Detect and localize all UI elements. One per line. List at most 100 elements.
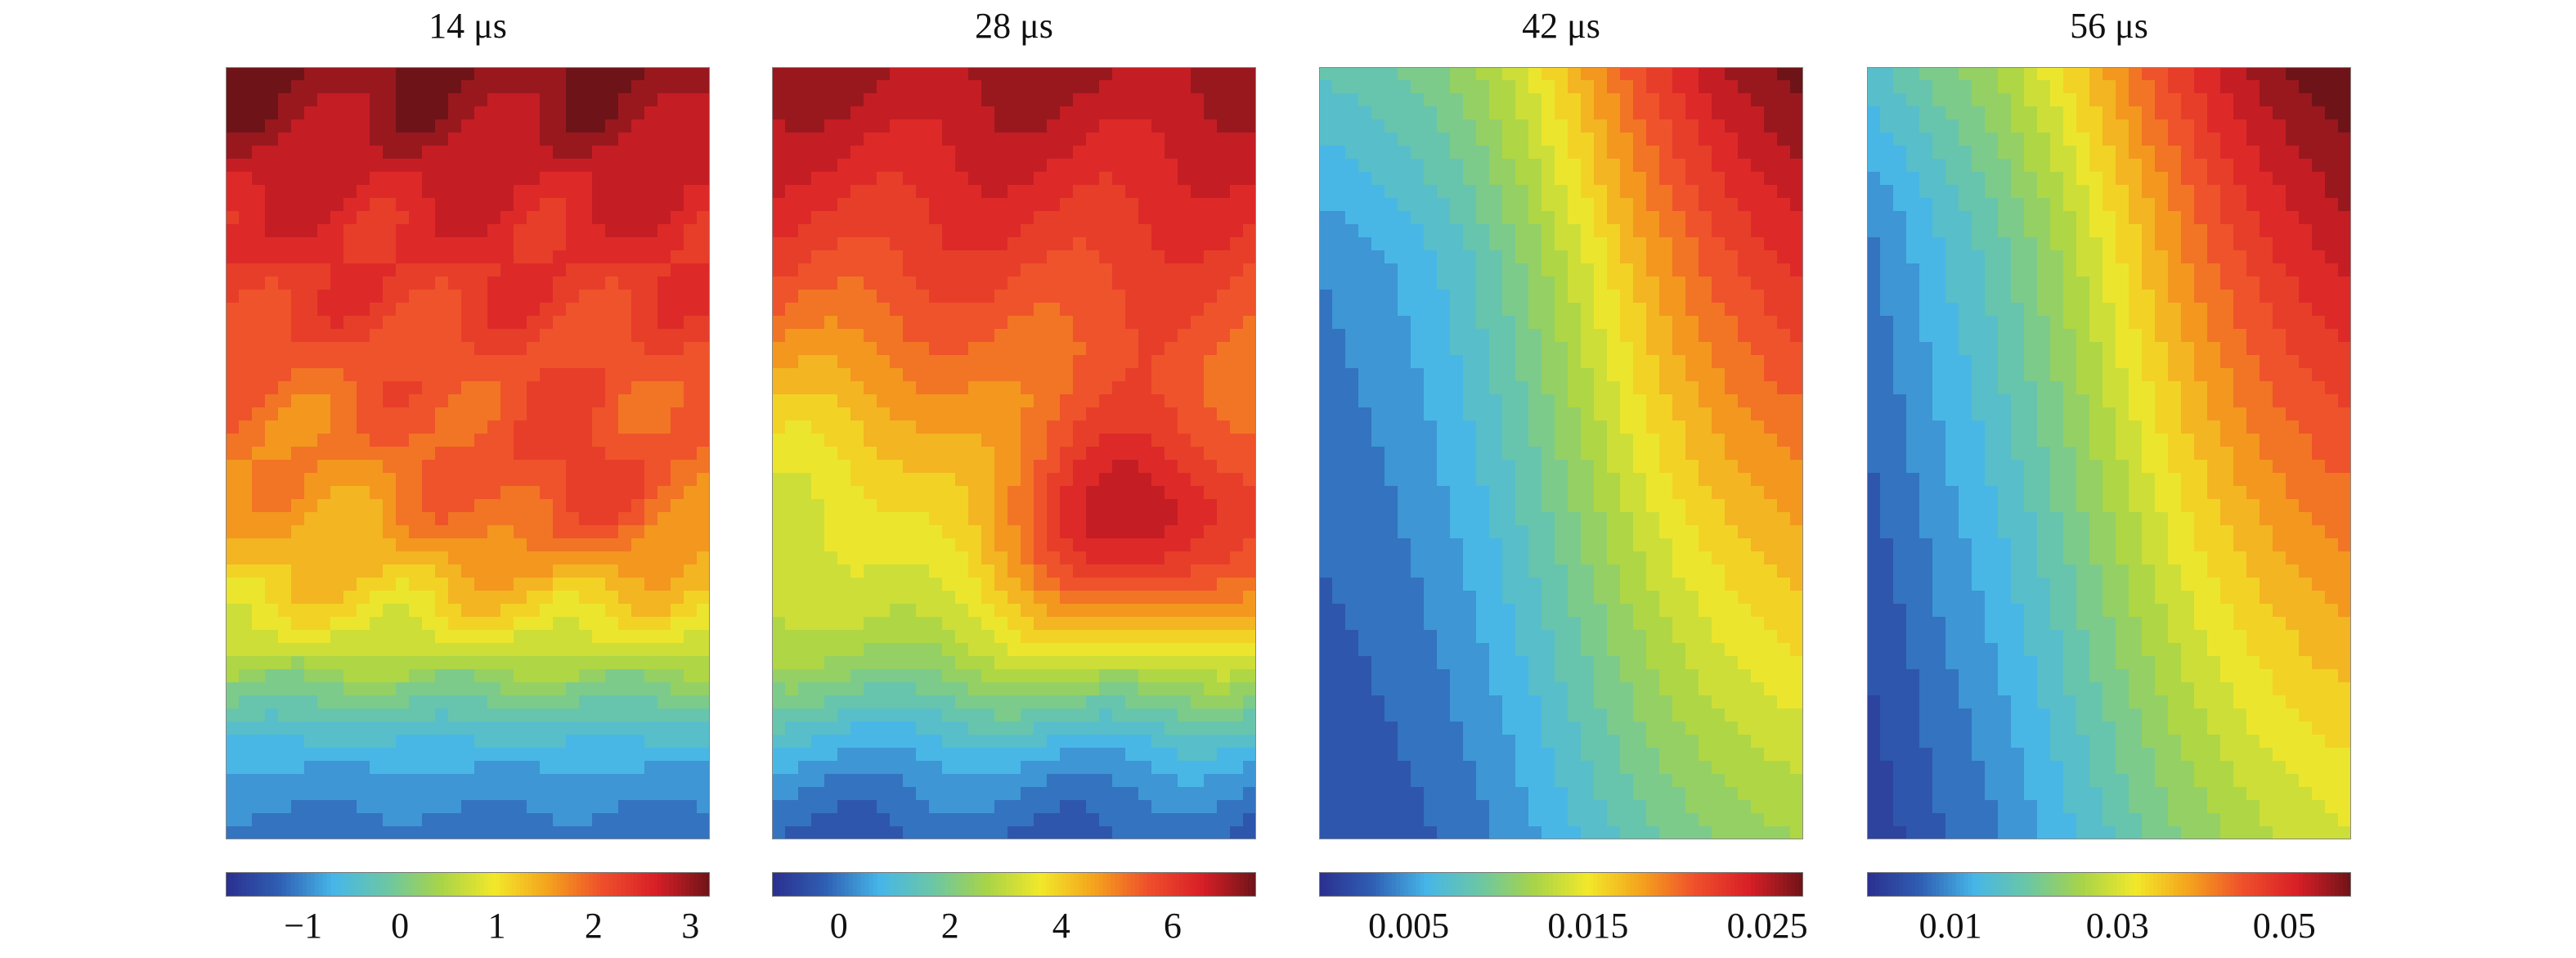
- heatmap-cell: [252, 604, 266, 618]
- heatmap-cell: [566, 434, 580, 448]
- heatmap-cell: [579, 316, 593, 330]
- heatmap-cell: [981, 460, 995, 474]
- heatmap-cell: [330, 447, 344, 461]
- heatmap-cell: [671, 669, 684, 683]
- heatmap-cell: [474, 695, 488, 709]
- heatmap-cell: [1034, 185, 1048, 199]
- heatmap-cell: [785, 722, 799, 735]
- heatmap-cell: [527, 342, 541, 356]
- heatmap-cell: [435, 460, 449, 474]
- heatmap-cell: [278, 473, 292, 487]
- heatmap-cell: [500, 211, 514, 225]
- heatmap-cell: [409, 564, 423, 578]
- heatmap-cell: [1191, 329, 1205, 343]
- heatmap-cell: [1151, 708, 1165, 722]
- heatmap-cell: [1217, 277, 1231, 290]
- heatmap-cell: [994, 237, 1008, 251]
- heatmap-cell: [811, 237, 825, 251]
- heatmap-cell: [1230, 591, 1244, 605]
- heatmap-cell: [592, 290, 606, 304]
- heatmap-cell: [265, 329, 279, 343]
- heatmap-cell: [811, 434, 825, 448]
- heatmap-cell: [981, 447, 995, 461]
- heatmap-cell: [500, 355, 514, 369]
- heatmap-cell: [474, 434, 488, 448]
- heatmap-cell: [1243, 591, 1256, 605]
- heatmap-cell: [1034, 617, 1048, 631]
- heatmap-cell: [942, 708, 956, 722]
- heatmap-cell: [461, 813, 475, 827]
- heatmap-cell: [618, 525, 632, 539]
- heatmap-cell: [422, 447, 436, 461]
- heatmap-cell: [474, 368, 488, 382]
- colorbar-swatch: [689, 872, 694, 897]
- heatmap-cell: [370, 407, 384, 421]
- heatmap-cell: [811, 591, 825, 605]
- heatmap-cell: [968, 813, 982, 827]
- heatmap-cell: [291, 185, 305, 199]
- heatmap-cell: [657, 224, 671, 238]
- heatmap-cell: [527, 538, 541, 552]
- heatmap-cell: [265, 237, 279, 251]
- heatmap-cell: [1764, 67, 1778, 81]
- heatmap-cell: [252, 564, 266, 578]
- heatmap-cell: [357, 303, 370, 317]
- heatmap-cell: [396, 748, 410, 762]
- heatmap-cell: [1021, 329, 1034, 343]
- heatmap-cell: [798, 368, 812, 382]
- heatmap-cell: [1243, 303, 1256, 317]
- heatmap-cell: [981, 695, 995, 709]
- heatmap-cell: [877, 525, 891, 539]
- heatmap-cell: [553, 237, 567, 251]
- colorbar-swatch: [431, 872, 437, 897]
- heatmap-cell: [981, 355, 995, 369]
- heatmap-cell: [1060, 342, 1074, 356]
- heatmap-cell: [1371, 119, 1385, 133]
- heatmap-cell: [566, 473, 580, 487]
- colorbar-swatch: [520, 872, 525, 897]
- heatmap-cell: [1138, 578, 1152, 591]
- heatmap-cell: [837, 682, 851, 696]
- heatmap-cell: [968, 198, 982, 212]
- heatmap-cell: [1230, 604, 1244, 618]
- heatmap-cell: [1437, 172, 1451, 186]
- heatmap-cell: [631, 67, 645, 81]
- heatmap-cell: [553, 643, 567, 657]
- heatmap-cell: [994, 355, 1008, 369]
- heatmap-cell: [540, 172, 554, 186]
- heatmap-cell: [278, 761, 292, 775]
- colorbar-swatch: [479, 872, 485, 897]
- heatmap-cell: [474, 146, 488, 160]
- heatmap-cell: [864, 329, 877, 343]
- heatmap-cell: [474, 512, 488, 526]
- colorbar-swatch: [1171, 872, 1176, 897]
- heatmap-cell: [396, 133, 410, 146]
- heatmap-cell: [942, 813, 956, 827]
- heatmap-cell: [1073, 722, 1087, 735]
- heatmap-cell: [798, 355, 812, 369]
- heatmap-cell: [1021, 67, 1034, 81]
- heatmap-cell: [1125, 394, 1139, 408]
- heatmap-cell: [1060, 329, 1074, 343]
- heatmap-cell: [1034, 381, 1048, 395]
- heatmap-cell: [1358, 119, 1372, 133]
- heatmap-cell: [370, 761, 384, 775]
- heatmap-cell: [916, 316, 930, 330]
- heatmap-cell: [1165, 381, 1178, 395]
- heatmap-cell: [383, 119, 397, 133]
- heatmap-cell: [981, 682, 995, 696]
- heatmap-cell: [671, 826, 684, 839]
- heatmap-cell: [1191, 185, 1205, 199]
- heatmap-cell: [579, 630, 593, 644]
- heatmap-cell: [383, 80, 397, 94]
- heatmap-cell: [657, 172, 671, 186]
- heatmap-cell: [357, 263, 370, 277]
- heatmap-cell: [1217, 748, 1231, 762]
- heatmap-cell: [1528, 93, 1542, 107]
- heatmap-cell: [1607, 146, 1621, 160]
- heatmap-cell: [487, 604, 501, 618]
- heatmap-cell: [798, 695, 812, 709]
- colorbar-swatch: [548, 872, 554, 897]
- heatmap-cell: [824, 722, 838, 735]
- heatmap-cell: [1034, 368, 1048, 382]
